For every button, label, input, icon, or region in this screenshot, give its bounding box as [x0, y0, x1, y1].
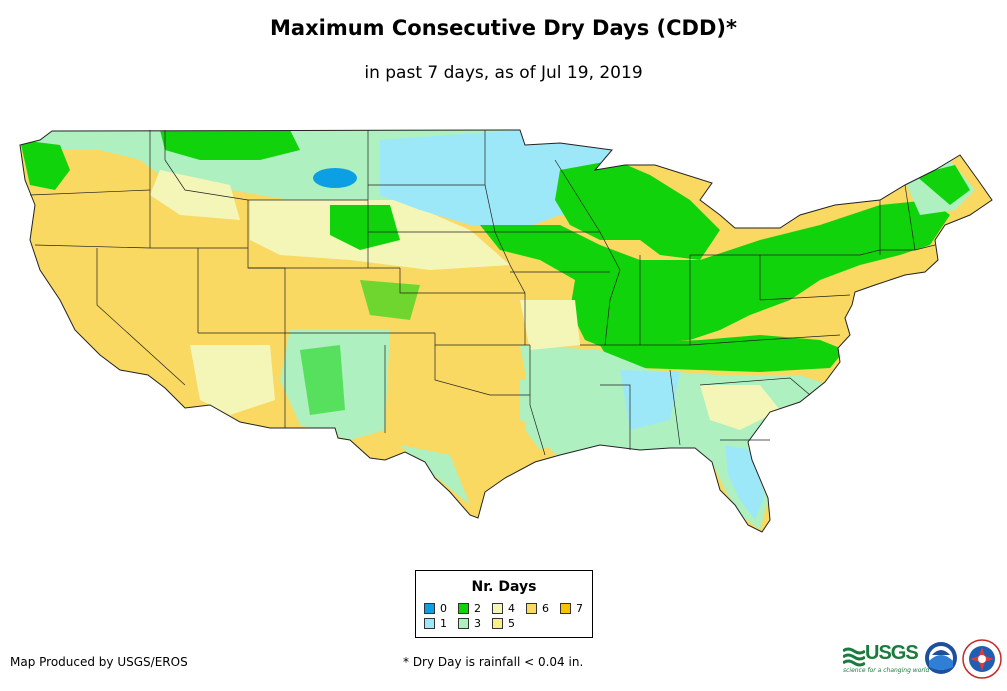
legend-swatch-0 [424, 603, 435, 614]
legend-item-3: 3 [458, 618, 481, 629]
nws-logo-icon [962, 639, 1002, 679]
tn-nc-2-days [600, 335, 845, 372]
nd-patch-0-days [313, 168, 357, 188]
legend-item-1: 1 [424, 618, 447, 629]
usgs-logo: USGS science for a changing world [843, 642, 929, 678]
map-credit: Map Produced by USGS/EROS [10, 655, 188, 669]
usgs-wave-icon [843, 647, 865, 667]
east-texas-3-days [520, 380, 545, 430]
dry-day-footnote: * Dry Day is rainfall < 0.04 in. [403, 655, 584, 669]
legend-swatch-5 [492, 618, 503, 629]
map-subtitle: in past 7 days, as of Jul 19, 2019 [364, 63, 643, 83]
legend-label-5: 5 [508, 617, 515, 630]
legend-swatch-1 [424, 618, 435, 629]
florida-1-day [725, 445, 765, 520]
legend-item-7: 7 [560, 603, 583, 614]
us-map-svg [19, 129, 993, 533]
legend-item-0: 0 [424, 603, 447, 614]
map-title: Maximum Consecutive Dry Days (CDD)* [270, 16, 737, 40]
legend-swatch-6 [526, 603, 537, 614]
wi-mi-2-days [555, 160, 720, 260]
legend-swatch-7 [560, 603, 571, 614]
idaho-4-days [150, 170, 240, 220]
legend-title: Nr. Days [471, 579, 537, 595]
washington-coast-2-days [20, 140, 70, 190]
state-borders [19, 129, 993, 533]
georgia-4-days [700, 385, 780, 430]
legend-label-6: 6 [542, 602, 549, 615]
legend-label-0: 0 [440, 602, 447, 615]
arizona-4-days [190, 345, 275, 415]
legend-swatch-3 [458, 618, 469, 629]
legend-label-2: 2 [474, 602, 481, 615]
maine-2-days [915, 165, 970, 205]
legend-item-2: 2 [458, 603, 481, 614]
legend-swatch-2 [458, 603, 469, 614]
noaa-logo-icon [925, 642, 957, 674]
legend-label-3: 3 [474, 617, 481, 630]
legend-label-7: 7 [576, 602, 583, 615]
us-cdd-map [19, 129, 993, 533]
montana-north-2-days [160, 130, 300, 160]
midwest-northeast-2-days [480, 200, 950, 350]
missouri-4-days [520, 300, 580, 350]
legend-item-5: 5 [492, 618, 515, 629]
legend-swatch-4 [492, 603, 503, 614]
new-mexico-2-days [300, 345, 345, 415]
legend-item-6: 6 [526, 603, 549, 614]
colorado-2-days [360, 280, 420, 320]
sd-2-days [330, 205, 400, 250]
legend: Nr. Days 0 1 2 3 4 5 6 7 [415, 570, 593, 638]
usgs-wordmark: USGS [865, 642, 919, 664]
legend-label-4: 4 [508, 602, 515, 615]
usgs-tagline: science for a changing world [843, 667, 930, 674]
alabama-1-day [620, 370, 680, 430]
legend-item-4: 4 [492, 603, 515, 614]
legend-label-1: 1 [440, 617, 447, 630]
